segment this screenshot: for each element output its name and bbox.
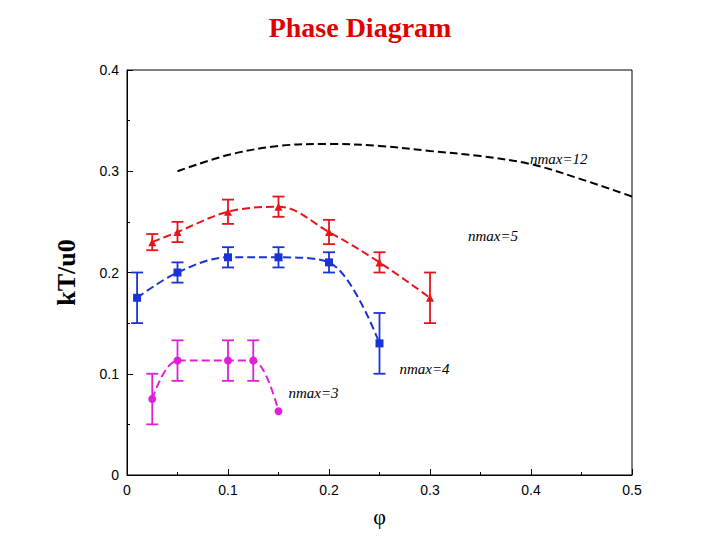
svg-text:0.5: 0.5 bbox=[622, 482, 642, 498]
svg-text:0.3: 0.3 bbox=[100, 163, 120, 179]
svg-text:0.4: 0.4 bbox=[521, 482, 541, 498]
svg-text:Phase Diagram: Phase Diagram bbox=[269, 12, 452, 43]
svg-text:0: 0 bbox=[111, 467, 119, 483]
svg-text:0.1: 0.1 bbox=[100, 366, 120, 382]
svg-text:0.2: 0.2 bbox=[319, 482, 339, 498]
svg-text:φ: φ bbox=[373, 504, 386, 529]
svg-text:nmax=12: nmax=12 bbox=[530, 151, 588, 167]
svg-text:0.2: 0.2 bbox=[100, 265, 120, 281]
svg-text:nmax=4: nmax=4 bbox=[400, 361, 451, 377]
svg-text:nmax=5: nmax=5 bbox=[468, 228, 519, 244]
svg-text:0.3: 0.3 bbox=[420, 482, 440, 498]
svg-text:nmax=3: nmax=3 bbox=[289, 385, 339, 401]
svg-text:0.4: 0.4 bbox=[100, 62, 120, 78]
svg-text:kT/u0: kT/u0 bbox=[52, 239, 81, 306]
svg-text:0: 0 bbox=[123, 482, 131, 498]
svg-text:0.1: 0.1 bbox=[218, 482, 238, 498]
